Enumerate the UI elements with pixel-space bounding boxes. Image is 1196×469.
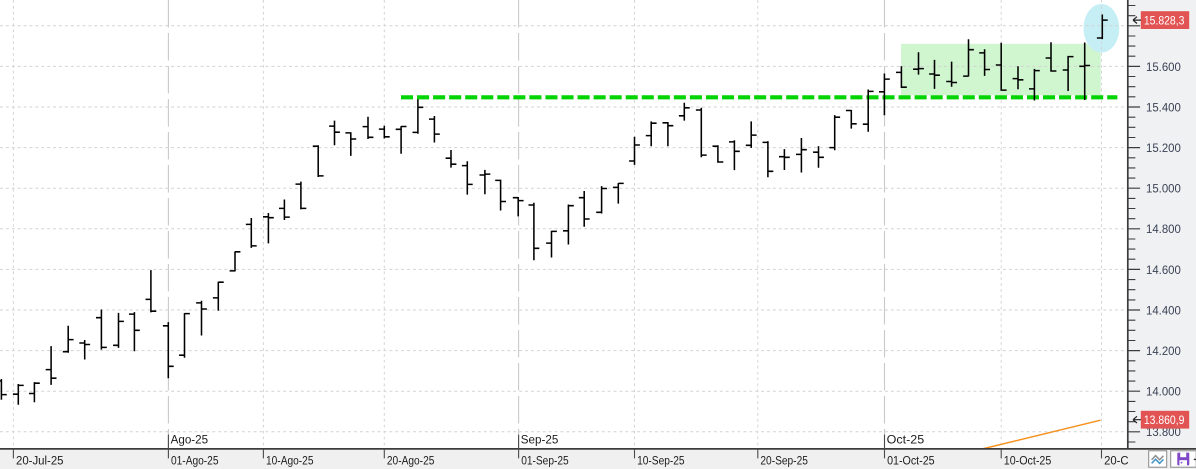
svg-text:14.200: 14.200: [1146, 344, 1181, 358]
svg-text:Ago-25: Ago-25: [171, 433, 209, 447]
svg-text:01-Sep-25: 01-Sep-25: [521, 454, 569, 468]
svg-text:15.000: 15.000: [1146, 182, 1181, 196]
svg-text:14.000: 14.000: [1146, 385, 1181, 399]
svg-text:20-C: 20-C: [1104, 454, 1129, 468]
svg-text:13.860,9: 13.860,9: [1144, 413, 1185, 427]
svg-text:20-Ago-25: 20-Ago-25: [387, 454, 435, 468]
svg-text:15.828,3: 15.828,3: [1144, 14, 1185, 28]
svg-text:Oct-25: Oct-25: [887, 433, 925, 447]
svg-text:14.600: 14.600: [1146, 263, 1181, 277]
svg-text:15.600: 15.600: [1146, 60, 1181, 74]
svg-text:01-Oct-25: 01-Oct-25: [887, 454, 935, 468]
svg-text:01-Ago-25: 01-Ago-25: [171, 454, 219, 468]
svg-text:Sep-25: Sep-25: [521, 433, 559, 447]
svg-text:15.400: 15.400: [1146, 100, 1181, 114]
svg-text:14.800: 14.800: [1146, 222, 1181, 236]
svg-text:13.800: 13.800: [1146, 425, 1181, 439]
svg-text:10-Ago-25: 10-Ago-25: [266, 454, 314, 468]
svg-text:10-Oct-25: 10-Oct-25: [1004, 454, 1052, 468]
svg-text:15.200: 15.200: [1146, 141, 1181, 155]
svg-text:14.400: 14.400: [1146, 303, 1181, 317]
svg-text:10-Sep-25: 10-Sep-25: [637, 454, 685, 468]
svg-text:20-Sep-25: 20-Sep-25: [760, 454, 808, 468]
svg-text:20-Jul-25: 20-Jul-25: [16, 454, 64, 468]
